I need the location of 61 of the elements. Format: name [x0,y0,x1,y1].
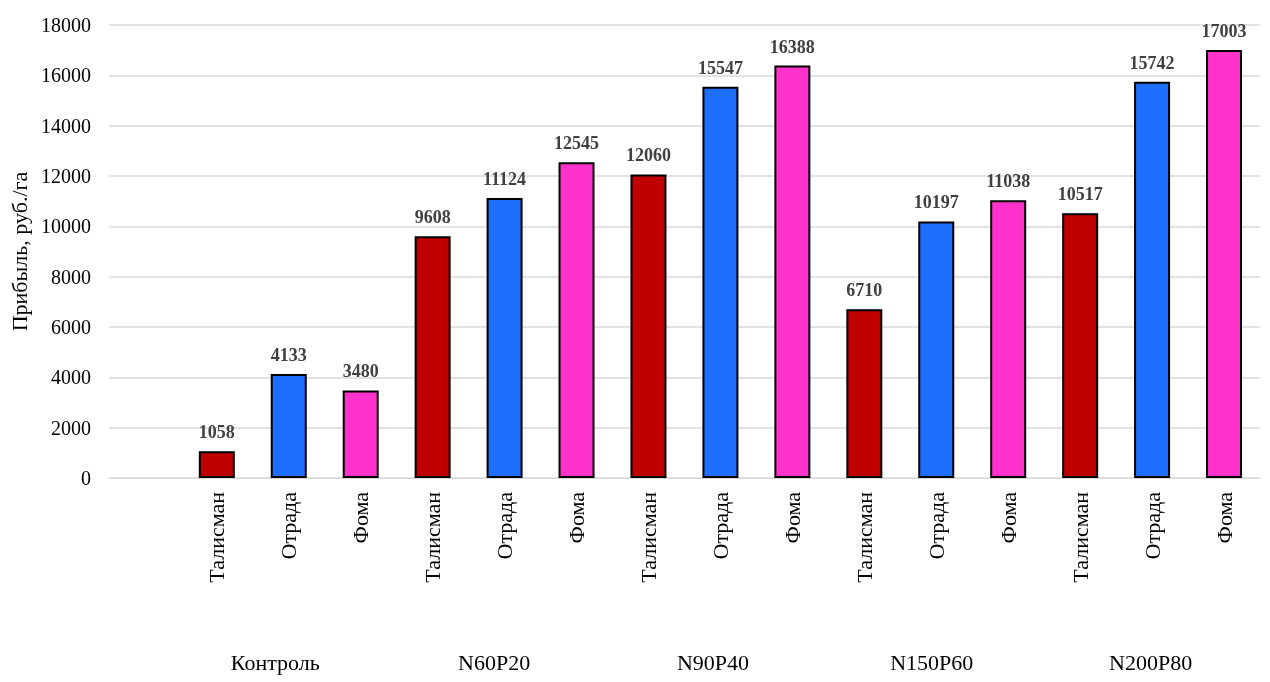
x-tick-label: Фома [348,491,374,544]
x-tick-label: Отрада [492,491,518,560]
data-label: 10197 [913,192,959,213]
x-tick-label: Фома [1211,491,1237,544]
data-label: 15547 [697,57,743,78]
bar [486,198,523,478]
text: N200P80 [1109,649,1193,675]
x-tick-label: Отрада [707,491,733,560]
data-label: 12545 [554,133,600,154]
text: N60P20 [458,649,531,675]
x-tick-label: Отрада [923,491,949,560]
y-tick-label: 6000 [50,316,91,338]
x-tick-label: Фома [564,491,590,544]
bar [1206,50,1243,478]
x-tick-label: Талисман [204,491,230,583]
data-label: 6710 [846,280,883,301]
y-tick-label: 12000 [40,165,91,187]
bar [342,390,379,478]
bar [414,236,451,478]
x-tick-label: Талисман [420,491,446,583]
bar [270,373,307,478]
data-label: 15742 [1129,52,1175,73]
y-tick-label: 8000 [50,265,91,288]
y-tick-label: 2000 [50,416,91,439]
x-tick-label: Отрада [276,491,302,560]
bar [198,451,235,478]
y-axis-title: Прибыль, руб./га [6,171,32,332]
text: N150P60 [890,649,974,675]
data-label: 17003 [1201,21,1247,42]
bar [630,174,667,478]
x-tick-label: Отрада [1139,491,1165,560]
y-tick-label: 14000 [40,114,91,137]
bar [774,65,811,478]
y-tick-label: 18000 [40,14,91,36]
bar [1134,81,1171,478]
data-label: 10517 [1057,184,1103,205]
text: N90P40 [676,649,750,675]
bar [846,309,883,478]
data-label: 3480 [342,361,379,382]
y-tick-label: 16000 [40,64,91,87]
data-label: 9608 [414,207,451,228]
data-label: 11038 [986,171,1031,192]
bar [702,86,739,478]
data-label: 11124 [483,169,527,190]
bar [918,221,955,478]
bar [558,162,595,478]
data-label: 16388 [769,36,815,57]
x-tick-label: Талисман [635,491,661,583]
x-tick-label: Талисман [1067,491,1093,583]
y-tick-label: 4000 [50,366,91,389]
text: Контроль [230,649,320,675]
data-label: 12060 [625,145,671,166]
y-tick-label: 10000 [40,215,91,238]
x-tick-label: Талисман [851,491,877,583]
data-label: 4133 [270,344,307,365]
x-tick-label: Фома [995,491,1021,544]
bar [990,200,1027,478]
bar [1062,213,1099,478]
y-tick-label: 0 [80,467,91,489]
data-label: 1058 [198,422,235,443]
x-tick-label: Фома [779,491,805,544]
